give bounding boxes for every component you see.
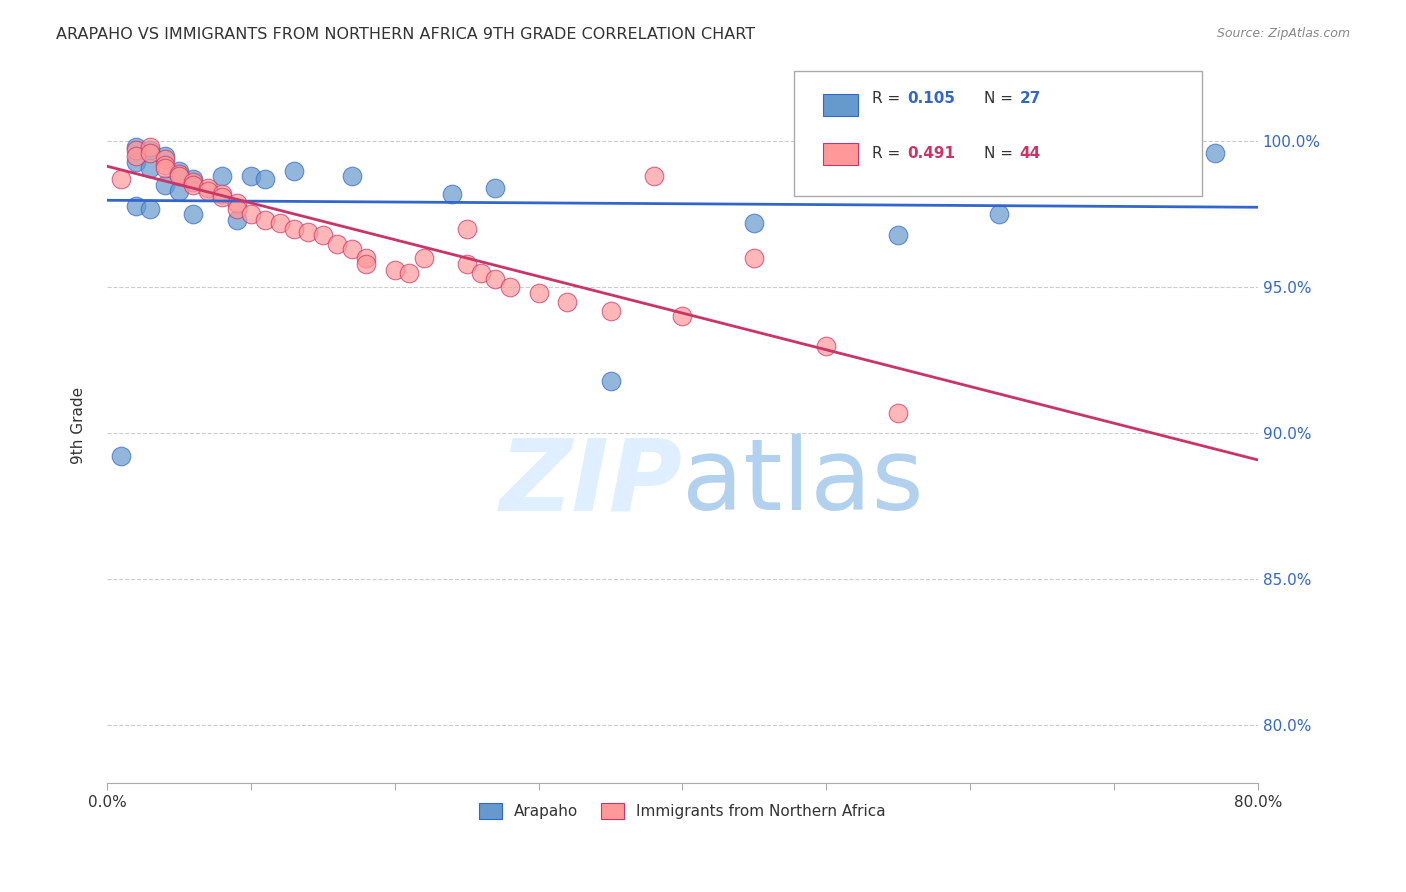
Point <box>499 280 522 294</box>
Text: N =: N = <box>984 146 1018 161</box>
Point <box>197 184 219 198</box>
Point <box>139 146 162 161</box>
Text: ARAPAHO VS IMMIGRANTS FROM NORTHERN AFRICA 9TH GRADE CORRELATION CHART: ARAPAHO VS IMMIGRANTS FROM NORTHERN AFRI… <box>56 27 755 42</box>
Point <box>110 450 132 464</box>
Point <box>470 266 492 280</box>
Point <box>297 225 319 239</box>
Y-axis label: 9th Grade: 9th Grade <box>72 387 86 465</box>
Point <box>167 184 190 198</box>
Point <box>484 181 506 195</box>
Point <box>456 222 478 236</box>
Text: atlas: atlas <box>682 434 924 532</box>
Point <box>125 140 148 154</box>
Point <box>354 257 377 271</box>
Point <box>887 406 910 420</box>
Point <box>183 172 205 186</box>
Text: 27: 27 <box>1019 91 1040 105</box>
Point <box>239 207 262 221</box>
Point <box>987 207 1010 221</box>
Point <box>557 294 579 309</box>
Text: ZIP: ZIP <box>499 434 682 532</box>
Point <box>239 169 262 184</box>
Point <box>1204 146 1226 161</box>
Point <box>326 236 349 251</box>
Point <box>527 286 550 301</box>
Text: R =: R = <box>872 91 905 105</box>
Point <box>340 243 363 257</box>
Text: 0.491: 0.491 <box>907 146 955 161</box>
Point <box>283 222 305 236</box>
Point <box>671 310 693 324</box>
Point <box>225 213 247 227</box>
Point <box>398 266 420 280</box>
Point <box>456 257 478 271</box>
Point <box>887 227 910 242</box>
Point <box>1102 163 1125 178</box>
Point <box>744 251 766 265</box>
Text: 0.105: 0.105 <box>907 91 955 105</box>
Point <box>312 227 335 242</box>
Point <box>340 169 363 184</box>
Point <box>815 338 838 352</box>
Point <box>183 207 205 221</box>
Point <box>139 143 162 157</box>
Point <box>599 303 621 318</box>
Point <box>167 169 190 184</box>
Point <box>254 213 277 227</box>
Point <box>153 152 176 166</box>
Text: Source: ZipAtlas.com: Source: ZipAtlas.com <box>1216 27 1350 40</box>
Point <box>125 154 148 169</box>
Point <box>197 181 219 195</box>
Text: N =: N = <box>984 91 1018 105</box>
Point <box>153 178 176 193</box>
Point <box>211 169 233 184</box>
Point <box>225 202 247 216</box>
Text: R =: R = <box>872 146 905 161</box>
Point <box>125 198 148 212</box>
Point <box>183 175 205 189</box>
Point <box>125 143 148 157</box>
Point <box>153 161 176 175</box>
Point <box>153 158 176 172</box>
Point <box>269 216 291 230</box>
Point <box>183 178 205 193</box>
Point <box>125 149 148 163</box>
Point <box>167 167 190 181</box>
Point <box>139 161 162 175</box>
Point <box>139 202 162 216</box>
Point <box>599 374 621 388</box>
Point <box>412 251 434 265</box>
Point <box>744 216 766 230</box>
Point <box>110 172 132 186</box>
Point <box>211 190 233 204</box>
Point <box>354 251 377 265</box>
Legend: Arapaho, Immigrants from Northern Africa: Arapaho, Immigrants from Northern Africa <box>472 797 891 825</box>
Point <box>139 140 162 154</box>
Point <box>211 186 233 201</box>
Point <box>153 149 176 163</box>
Point <box>283 163 305 178</box>
Point <box>643 169 665 184</box>
Point <box>441 186 464 201</box>
Point <box>225 195 247 210</box>
Point <box>167 163 190 178</box>
Point <box>384 262 406 277</box>
Point <box>484 271 506 285</box>
Text: 44: 44 <box>1019 146 1040 161</box>
Point <box>254 172 277 186</box>
